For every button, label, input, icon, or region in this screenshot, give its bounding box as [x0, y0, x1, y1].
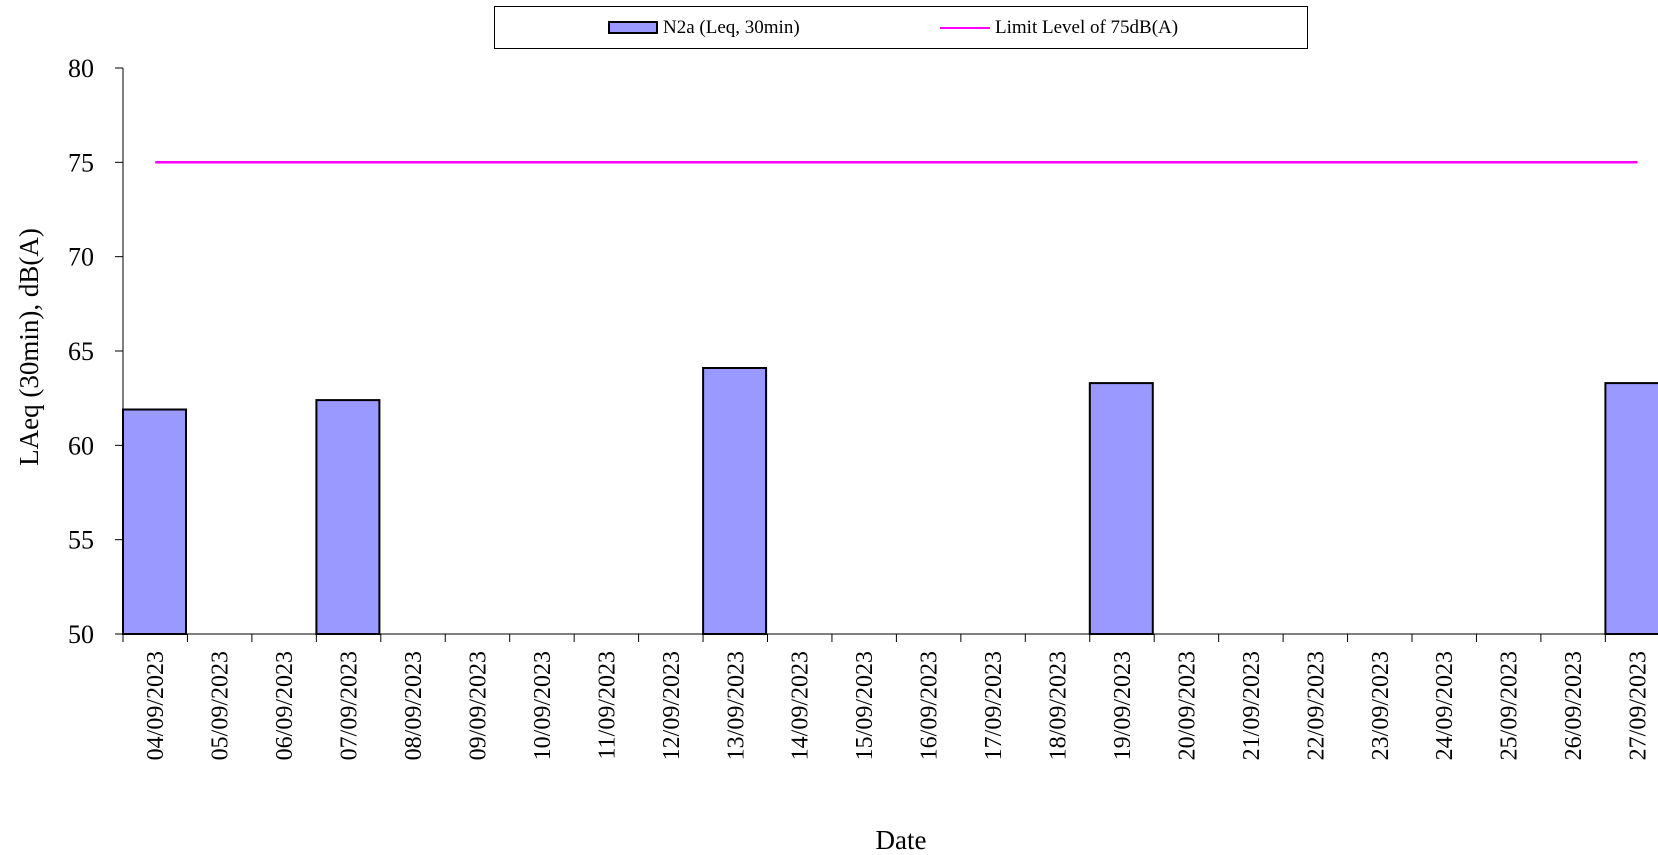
x-tick-label: 08/09/2023 — [401, 651, 427, 760]
x-tick-label: 12/09/2023 — [659, 651, 685, 760]
x-tick-label: 16/09/2023 — [917, 651, 943, 760]
y-tick-label: 50 — [68, 620, 94, 649]
x-tick-label: 09/09/2023 — [466, 651, 492, 760]
y-tick-label: 65 — [68, 337, 94, 366]
legend-bar-swatch — [608, 21, 658, 34]
legend-item-line: Limit Level of 75dB(A) — [940, 7, 1178, 48]
y-tick-label: 75 — [68, 148, 94, 177]
legend-line-swatch — [940, 26, 990, 29]
x-tick-label: 11/09/2023 — [594, 651, 620, 759]
legend: N2a (Leq, 30min) Limit Level of 75dB(A) — [494, 6, 1308, 49]
x-tick-label: 18/09/2023 — [1046, 651, 1072, 760]
x-tick-label: 26/09/2023 — [1561, 651, 1587, 760]
x-tick-label: 25/09/2023 — [1497, 651, 1523, 760]
x-tick-label: 10/09/2023 — [530, 651, 556, 760]
x-tick-label: 05/09/2023 — [208, 651, 234, 760]
legend-label-line: Limit Level of 75dB(A) — [995, 16, 1179, 38]
x-tick-label: 06/09/2023 — [272, 651, 298, 760]
y-axis-title: LAeq (30min), dB(A) — [14, 228, 44, 466]
axes: 50 55 60 65 70 75 80 04/09/2023 05/09/2023 06/09/… — [68, 54, 1658, 760]
x-tick-label: 24/09/2023 — [1432, 651, 1458, 760]
x-tick-label: 23/09/2023 — [1368, 651, 1394, 760]
x-tick-label: 14/09/2023 — [788, 651, 814, 760]
plot-area — [122, 161, 1658, 635]
x-tick-label: 17/09/2023 — [981, 651, 1007, 760]
x-tick-label: 22/09/2023 — [1303, 651, 1329, 760]
x-tick-label: 19/09/2023 — [1110, 651, 1136, 760]
x-tick-label: 13/09/2023 — [723, 651, 749, 760]
legend-label-bar: N2a (Leq, 30min) — [663, 16, 800, 38]
x-tick-label: 15/09/2023 — [852, 651, 878, 760]
bar — [315, 399, 381, 635]
bar — [1604, 382, 1658, 635]
bar — [122, 408, 187, 635]
x-tick-label: 27/09/2023 — [1626, 651, 1652, 760]
x-tick-label: 21/09/2023 — [1239, 651, 1265, 760]
x-tick-label: 20/09/2023 — [1174, 651, 1200, 760]
y-tick-label: 60 — [68, 431, 94, 460]
bar — [702, 367, 768, 635]
legend-item-bar: N2a (Leq, 30min) — [608, 7, 800, 48]
x-tick-label: 04/09/2023 — [143, 651, 169, 760]
y-tick-label: 55 — [68, 526, 94, 555]
y-tick-label: 80 — [68, 54, 94, 83]
x-tick-label: 07/09/2023 — [337, 651, 363, 760]
bar — [1088, 382, 1154, 635]
x-axis-title: Date — [876, 825, 927, 855]
y-tick-label: 70 — [68, 243, 94, 272]
